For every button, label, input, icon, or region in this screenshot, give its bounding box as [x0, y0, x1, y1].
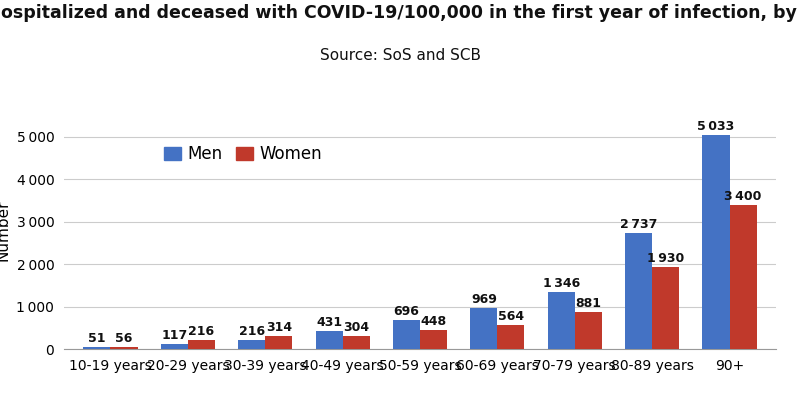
Bar	[548, 292, 574, 349]
Text: 448: 448	[421, 315, 446, 328]
Bar	[110, 347, 138, 349]
Bar	[574, 312, 602, 349]
Text: Source: SoS and SCB: Source: SoS and SCB	[319, 48, 481, 63]
Text: 969: 969	[471, 293, 497, 306]
Y-axis label: Number: Number	[0, 200, 11, 261]
Text: 2 737: 2 737	[620, 218, 658, 231]
Text: Number of hospitalized and deceased with COVID-19/100,000 in the first year of i: Number of hospitalized and deceased with…	[0, 4, 800, 22]
Text: 1 930: 1 930	[647, 252, 684, 265]
Text: 314: 314	[266, 321, 292, 334]
Bar	[238, 340, 266, 349]
Text: 1 346: 1 346	[542, 277, 580, 290]
Bar	[342, 336, 370, 349]
Text: 564: 564	[498, 310, 524, 323]
Text: 51: 51	[88, 332, 106, 345]
Bar	[83, 347, 110, 349]
Bar	[393, 320, 420, 349]
Bar	[730, 205, 757, 349]
Text: 431: 431	[316, 316, 342, 329]
Text: 117: 117	[161, 329, 187, 342]
Text: 5 033: 5 033	[698, 120, 734, 133]
Bar	[420, 330, 447, 349]
Text: 881: 881	[575, 297, 602, 310]
Bar	[652, 267, 679, 349]
Text: 216: 216	[238, 325, 265, 338]
Bar	[266, 336, 292, 349]
Bar	[702, 135, 730, 349]
Bar	[625, 233, 652, 349]
Text: 56: 56	[115, 332, 133, 345]
Bar	[188, 340, 215, 349]
Text: 304: 304	[343, 321, 370, 334]
Bar	[315, 331, 342, 349]
Text: 696: 696	[394, 304, 419, 318]
Bar	[161, 344, 188, 349]
Bar	[498, 326, 525, 349]
Text: 3 400: 3 400	[725, 190, 762, 202]
Legend: Men, Women: Men, Women	[158, 139, 329, 170]
Text: 216: 216	[188, 325, 214, 338]
Bar	[470, 308, 498, 349]
